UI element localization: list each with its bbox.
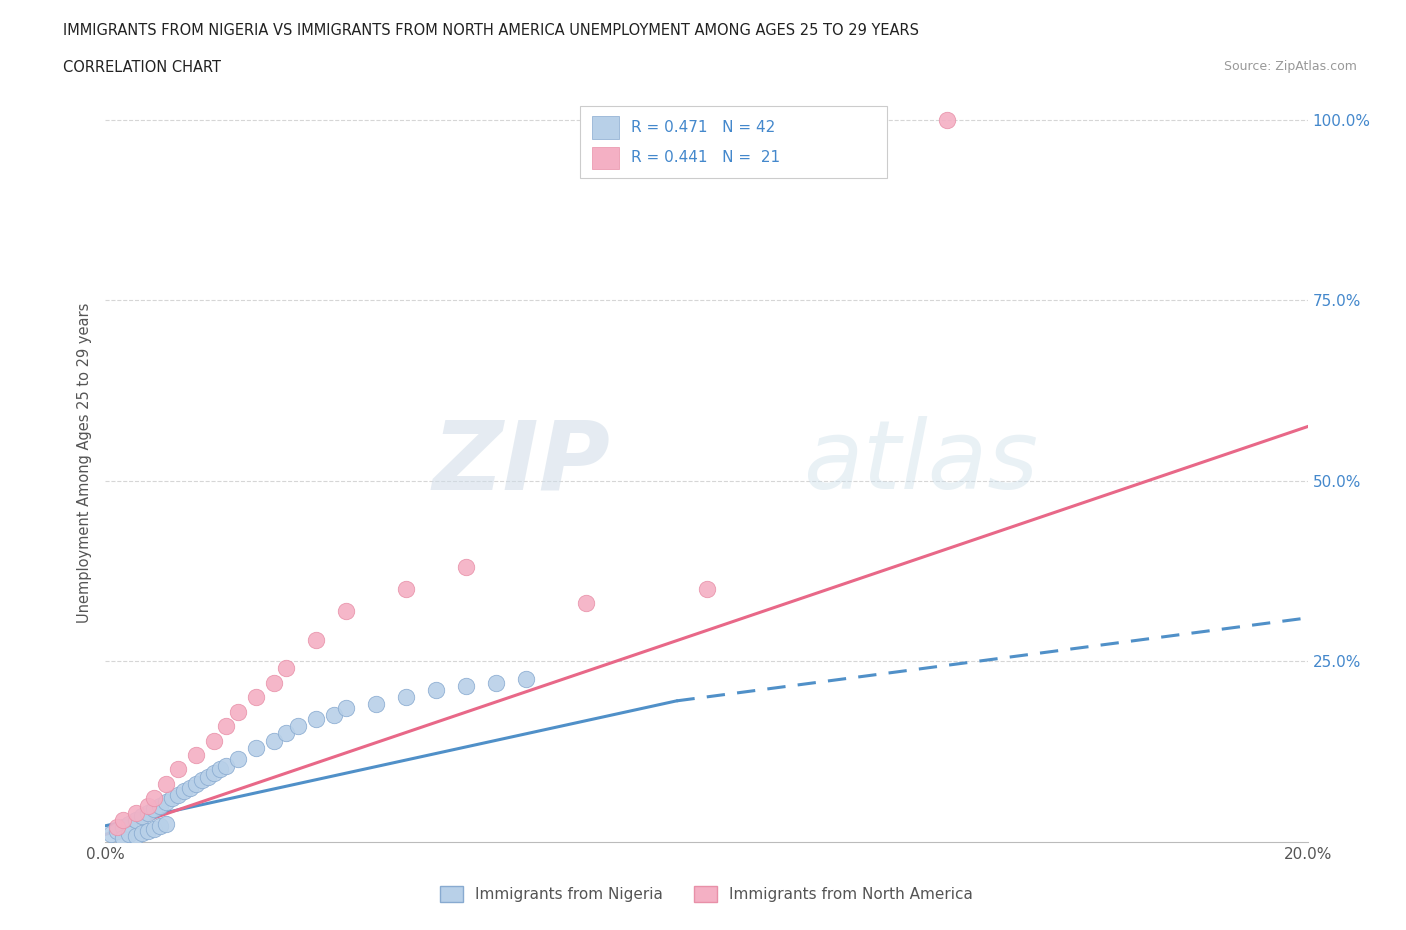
Point <box>173 784 195 799</box>
Point <box>131 809 153 824</box>
Point <box>202 765 225 780</box>
Point <box>107 823 129 838</box>
Point <box>155 777 177 791</box>
Point <box>148 798 170 813</box>
Point <box>335 700 357 715</box>
Point <box>124 813 146 828</box>
Point <box>112 830 135 845</box>
Point <box>226 751 249 766</box>
Point <box>148 818 170 833</box>
Bar <box>592 147 619 169</box>
Text: Source: ZipAtlas.com: Source: ZipAtlas.com <box>1223 60 1357 73</box>
Text: IMMIGRANTS FROM NIGERIA VS IMMIGRANTS FROM NORTH AMERICA UNEMPLOYMENT AMONG AGES: IMMIGRANTS FROM NIGERIA VS IMMIGRANTS FR… <box>63 23 920 38</box>
Point <box>696 581 718 596</box>
Point <box>263 675 285 690</box>
Point <box>454 560 477 575</box>
Point <box>179 780 201 795</box>
Point <box>197 769 219 784</box>
Point <box>245 690 267 705</box>
Point <box>136 798 159 813</box>
Point <box>245 740 267 755</box>
Point <box>112 819 135 834</box>
Point <box>335 604 357 618</box>
Point <box>287 719 309 734</box>
Point <box>202 733 225 748</box>
Point <box>112 813 135 828</box>
Point <box>124 805 146 820</box>
Point <box>142 790 165 805</box>
Point <box>142 821 165 836</box>
Point <box>322 708 344 723</box>
Point <box>136 805 159 820</box>
Point <box>131 826 153 841</box>
Point <box>274 726 297 741</box>
Y-axis label: Unemployment Among Ages 25 to 29 years: Unemployment Among Ages 25 to 29 years <box>77 302 93 623</box>
Point <box>263 733 285 748</box>
Point <box>226 704 249 719</box>
Point <box>208 762 231 777</box>
Point <box>118 817 141 831</box>
Text: atlas: atlas <box>803 417 1038 510</box>
Point <box>305 632 328 647</box>
Point <box>118 827 141 842</box>
Point <box>184 777 207 791</box>
Point <box>364 698 387 712</box>
Point <box>395 581 418 596</box>
Point <box>184 748 207 763</box>
Point <box>142 802 165 817</box>
Text: CORRELATION CHART: CORRELATION CHART <box>63 60 221 75</box>
Point <box>936 113 959 127</box>
Text: R = 0.441   N =  21: R = 0.441 N = 21 <box>631 151 780 166</box>
FancyBboxPatch shape <box>581 106 887 179</box>
Bar <box>592 116 619 139</box>
Point <box>274 661 297 676</box>
Point <box>136 823 159 838</box>
Point <box>166 762 188 777</box>
Point <box>395 690 418 705</box>
Point <box>425 683 447 698</box>
Point <box>166 788 188 803</box>
Point <box>160 790 183 805</box>
Point <box>155 794 177 809</box>
Text: R = 0.471   N = 42: R = 0.471 N = 42 <box>631 120 775 135</box>
Point <box>190 773 212 788</box>
Point <box>305 711 328 726</box>
Point <box>485 675 508 690</box>
Text: ZIP: ZIP <box>433 417 610 510</box>
Legend: Immigrants from Nigeria, Immigrants from North America: Immigrants from Nigeria, Immigrants from… <box>434 880 979 909</box>
Point <box>454 679 477 694</box>
Point <box>100 827 122 842</box>
Point <box>515 671 537 686</box>
Point <box>124 829 146 844</box>
Point <box>214 719 236 734</box>
Point <box>214 759 236 774</box>
Point <box>155 817 177 831</box>
Point <box>107 819 129 834</box>
Point <box>575 596 598 611</box>
